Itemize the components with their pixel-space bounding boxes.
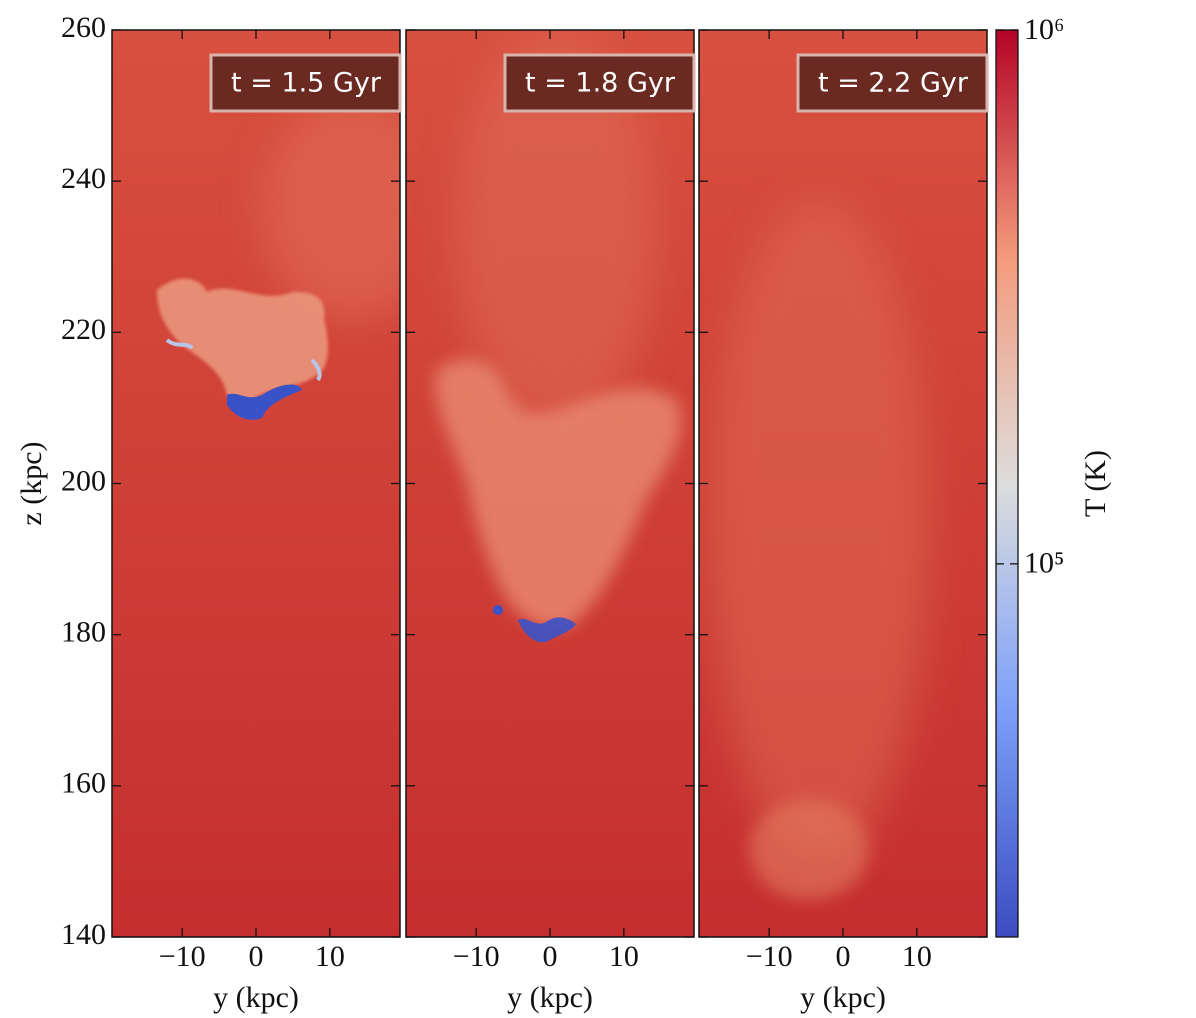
colorbar-tick-label: 10⁵ bbox=[1024, 547, 1064, 580]
x-tick-label: 0 bbox=[249, 940, 264, 973]
x-tick-label: 10 bbox=[609, 940, 639, 973]
heatmap-features bbox=[435, 30, 681, 643]
x-axis-label: y (kpc) bbox=[213, 981, 299, 1014]
plume bbox=[262, 100, 400, 320]
colorbar-tick-label: 10⁶ bbox=[1024, 13, 1064, 46]
y-tick-label: 160 bbox=[61, 767, 106, 800]
y-tick-label: 180 bbox=[61, 616, 106, 649]
plume bbox=[709, 200, 929, 860]
colorbar-label: T (K) bbox=[1079, 450, 1112, 517]
panel-title: t = 1.5 Gyr bbox=[231, 68, 382, 99]
heatmap bbox=[112, 30, 400, 937]
plume bbox=[749, 800, 869, 900]
y-tick-label: 260 bbox=[61, 11, 106, 44]
x-tick-label: 0 bbox=[836, 940, 851, 973]
y-tick-label: 220 bbox=[61, 313, 106, 346]
plume bbox=[456, 30, 656, 430]
heatmap-features bbox=[157, 100, 400, 420]
x-tick-label: 10 bbox=[902, 940, 932, 973]
colorbar bbox=[995, 29, 1019, 938]
cloud bbox=[435, 359, 681, 629]
heatmap bbox=[406, 30, 694, 937]
cool-edge bbox=[165, 338, 322, 382]
x-tick-label: −10 bbox=[159, 940, 206, 973]
x-axis-label: y (kpc) bbox=[507, 981, 593, 1014]
y-axis-label: z (kpc) bbox=[15, 441, 48, 525]
panel-title: t = 1.8 Gyr bbox=[525, 68, 676, 99]
x-tick-label: −10 bbox=[453, 940, 500, 973]
heatmap bbox=[699, 30, 987, 937]
x-tick-label: −10 bbox=[746, 940, 793, 973]
y-tick-label: 240 bbox=[61, 162, 106, 195]
cloud bbox=[157, 278, 328, 406]
heatmap-features bbox=[709, 200, 929, 900]
x-tick-label: 10 bbox=[315, 940, 345, 973]
cold-gas bbox=[518, 617, 576, 643]
cold-gas bbox=[227, 384, 302, 420]
title-box bbox=[796, 53, 989, 113]
x-axis-label: y (kpc) bbox=[800, 981, 886, 1014]
y-tick-label: 140 bbox=[61, 918, 106, 951]
cold-gas bbox=[493, 605, 503, 615]
title-box bbox=[503, 53, 696, 113]
x-tick-label: 0 bbox=[543, 940, 558, 973]
y-tick-label: 200 bbox=[61, 464, 106, 497]
title-box bbox=[209, 53, 402, 113]
panel-title: t = 2.2 Gyr bbox=[818, 68, 969, 99]
